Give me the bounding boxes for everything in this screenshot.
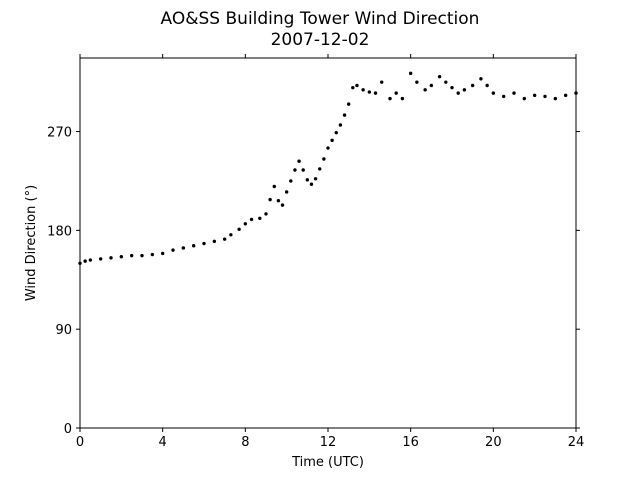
data-point [501,94,506,99]
data-point [140,253,144,258]
plot-frame [79,57,577,429]
y-axis-label: Wind Direction (°) [24,185,39,301]
data-point [423,88,427,92]
data-point [512,91,516,95]
data-point [415,80,419,84]
data-point [346,102,351,106]
data-point [470,83,475,88]
data-point [289,179,293,183]
data-point [276,199,281,203]
data-point [334,130,338,135]
data-point [258,216,262,220]
data-point [462,88,467,92]
data-point [400,96,405,101]
x-tick-label-4: 16 [402,435,419,450]
data-point [326,146,330,150]
data-point [361,88,365,92]
data-point [338,123,343,127]
data-point [212,239,217,244]
data-point [160,251,165,256]
data-point [309,182,314,186]
data-point [491,91,496,95]
data-point [322,157,326,161]
x-axis: 0 4 8 12 16 20 24 [76,54,584,450]
data-point [355,83,359,88]
data-point [129,253,134,258]
y-tick-label-0: 0 [64,422,72,437]
chart-title: AO&SS Building Tower Wind Direction [161,9,480,29]
y-tick-label-2: 180 [47,224,72,239]
data-point [229,233,233,237]
data-point [437,74,442,79]
data-point [280,203,285,207]
scatter-points [78,71,578,266]
data-point [553,96,558,101]
data-point [408,71,413,76]
data-point [305,178,310,182]
data-point [264,212,268,216]
data-point [284,190,289,194]
data-point [237,227,241,231]
data-point [380,80,384,84]
data-point [485,83,489,88]
data-point [543,94,547,99]
data-point [351,85,355,90]
y-axis: 0 90 180 270 [47,126,580,437]
x-tick-label-1: 4 [159,435,167,450]
x-tick-label-0: 0 [76,435,84,450]
data-point [222,237,227,241]
data-point [313,177,318,181]
data-point [429,83,434,88]
data-point [83,259,87,263]
x-tick-label-2: 8 [241,435,249,450]
data-point [191,244,196,248]
data-point [293,168,297,172]
y-tick-label-1: 90 [55,323,72,338]
data-point [301,168,305,172]
x-axis-label: Time (UTC) [291,455,364,470]
data-point [249,217,254,222]
y-tick-label-3: 270 [47,126,72,141]
data-point [202,241,206,246]
data-point [109,256,113,260]
data-point [119,255,124,259]
data-point [243,222,248,226]
data-point [532,93,537,98]
data-point [394,91,398,95]
x-tick-label-3: 12 [320,435,337,450]
x-tick-label-5: 20 [485,435,502,450]
data-point [268,197,272,202]
data-point [479,77,483,81]
data-point [150,252,155,257]
data-point [98,257,103,261]
chart-subtitle: 2007-12-02 [271,30,370,50]
data-point [342,113,347,117]
data-point [563,93,568,98]
data-point [88,258,93,262]
data-point [444,80,448,84]
data-point [388,96,392,101]
data-point [450,85,454,90]
data-point [456,91,460,95]
data-point [297,159,301,163]
data-point [181,246,186,250]
data-point [367,90,372,94]
x-tick-label-6: 24 [568,435,585,450]
data-point [272,184,276,189]
data-point [373,91,378,95]
data-point [171,248,175,252]
data-point [522,96,527,101]
data-point [330,138,334,143]
data-point [318,167,322,171]
